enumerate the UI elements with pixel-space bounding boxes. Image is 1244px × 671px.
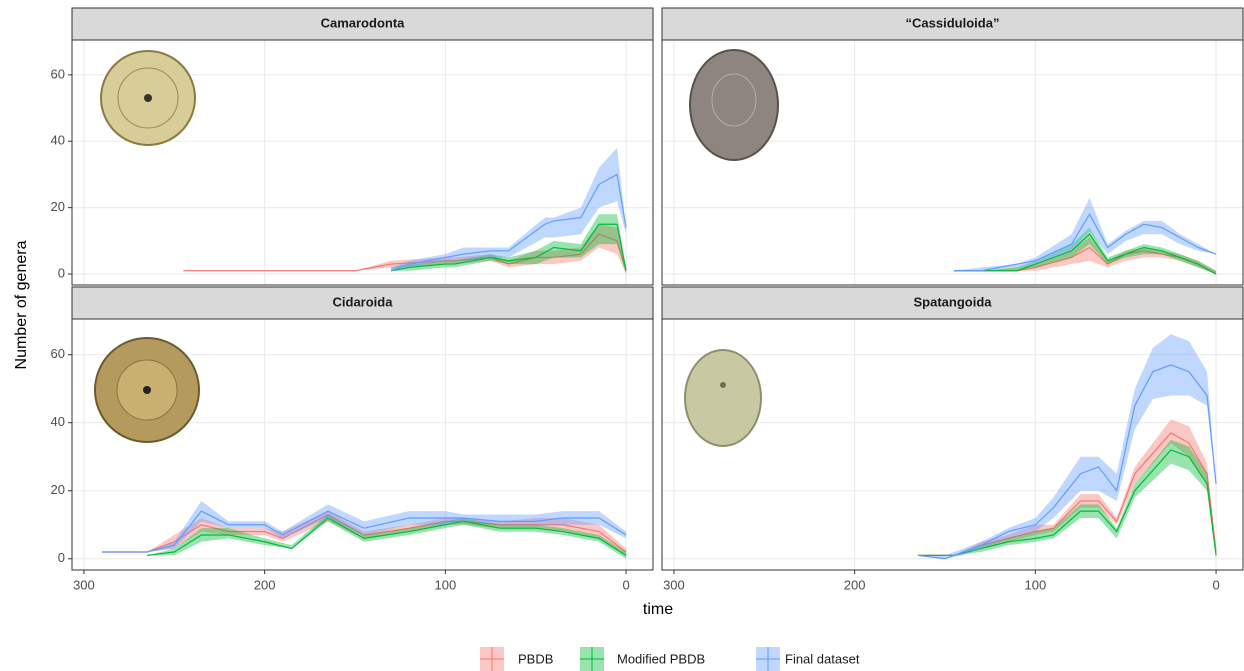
- y-axis-title: Number of genera: [13, 240, 30, 369]
- facet: Spatangoida 300 200 100 0: [661, 286, 1244, 592]
- line: [101, 513, 627, 553]
- line: [917, 449, 1217, 556]
- strip: [661, 7, 1244, 41]
- band: [954, 227, 1217, 275]
- facet-title: Camarodonta: [321, 15, 406, 30]
- band: [917, 419, 1217, 556]
- panel-border: [661, 318, 1244, 571]
- x-tick-label: 0: [622, 577, 629, 592]
- y-tick-label: 0: [58, 550, 65, 565]
- panel: [662, 319, 1243, 570]
- band: [101, 511, 627, 556]
- x-tick-label: 0: [1212, 577, 1219, 592]
- facet: “Cassiduloida”: [661, 7, 1244, 286]
- band: [391, 147, 627, 271]
- line: [954, 213, 1217, 272]
- band: [391, 214, 627, 275]
- x-tick-label: 300: [663, 577, 685, 592]
- y-tick-label: 20: [51, 199, 65, 214]
- legend-label: Modified PBDB: [617, 651, 705, 666]
- y-tick-label: 40: [51, 414, 65, 429]
- panel-border: [71, 318, 654, 571]
- x-tick-label: 200: [844, 577, 866, 592]
- line: [917, 364, 1217, 560]
- specimen-image: [100, 50, 196, 146]
- facet: Cidaroida 0 20 40 60 300 200 100 0: [51, 286, 654, 592]
- specimen-image: [684, 349, 762, 447]
- line: [917, 432, 1217, 556]
- x-tick-label: 100: [1025, 577, 1047, 592]
- band: [101, 500, 627, 552]
- line: [101, 510, 627, 553]
- x-axis-title: time: [643, 601, 673, 618]
- y-tick-label: 20: [51, 482, 65, 497]
- line: [147, 517, 627, 556]
- line: [183, 233, 627, 272]
- legend-label: PBDB: [518, 651, 553, 666]
- line: [390, 173, 627, 272]
- y-tick-label: 60: [51, 346, 65, 361]
- y-tick-label: 40: [51, 133, 65, 148]
- facet: Camarodonta 0 20 40 60: [51, 7, 654, 286]
- strip: [71, 286, 654, 320]
- facet-title: Spatangoida: [913, 294, 992, 309]
- specimen-image: [94, 337, 200, 443]
- line: [954, 233, 1217, 275]
- band: [954, 237, 1217, 275]
- panel-border: [661, 39, 1244, 286]
- band: [917, 334, 1217, 559]
- y-tick-label: 0: [58, 265, 65, 280]
- facet-title: Cidaroida: [333, 294, 394, 309]
- panel-border: [71, 39, 654, 286]
- legend-label: Final dataset: [785, 651, 860, 666]
- facet-title: “Cassiduloida”: [906, 15, 1000, 30]
- strip: [71, 7, 654, 41]
- band: [954, 197, 1217, 271]
- x-tick-label: 300: [73, 577, 95, 592]
- specimen-image: [689, 49, 779, 161]
- y-tick-label: 60: [51, 66, 65, 81]
- line: [391, 223, 627, 272]
- x-tick-label: 100: [435, 577, 457, 592]
- band: [147, 514, 627, 559]
- band: [183, 224, 627, 275]
- x-tick-label: 200: [254, 577, 276, 592]
- band: [917, 439, 1217, 559]
